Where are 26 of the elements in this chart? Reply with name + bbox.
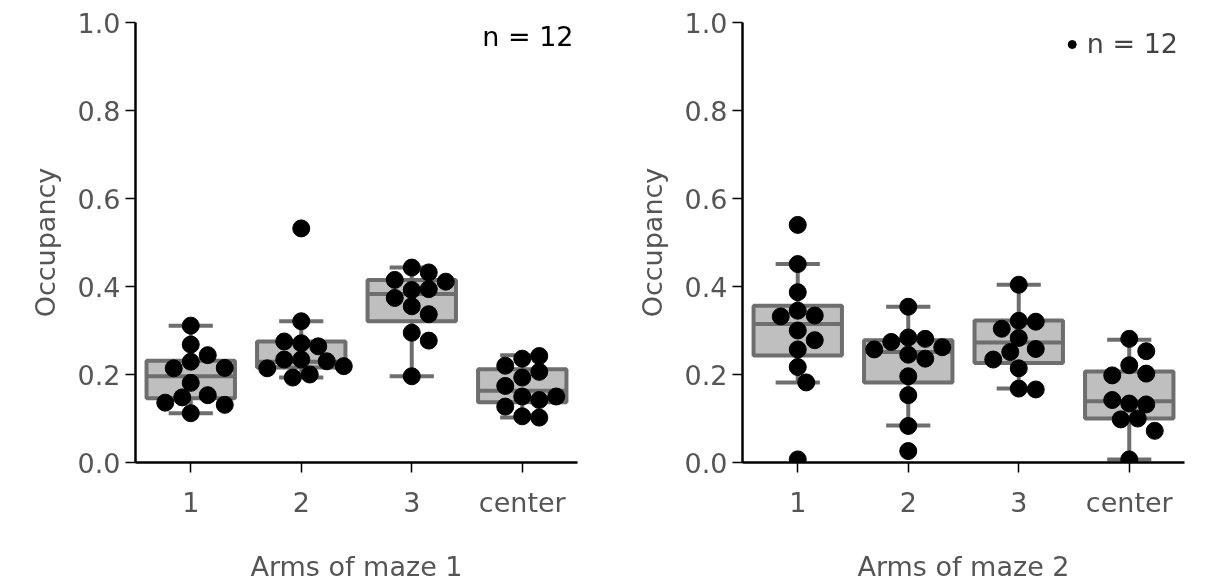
y-tick-label: 0.4 bbox=[77, 271, 121, 303]
y-tick-label: 0.2 bbox=[684, 359, 728, 391]
x-tick-label: 2 bbox=[899, 486, 917, 518]
y-tick-label: 1.0 bbox=[684, 7, 728, 39]
x-axis-title: Arms of maze 2 bbox=[857, 550, 1070, 582]
y-tick-label: 0.4 bbox=[684, 271, 728, 303]
y-axis-title: Occupancy bbox=[29, 167, 61, 318]
x-tick-label: 2 bbox=[292, 486, 310, 518]
y-axis-title: Occupancy bbox=[636, 167, 668, 318]
x-tick-label: center bbox=[478, 486, 567, 518]
x-axis-title: Arms of maze 1 bbox=[250, 550, 463, 582]
annotation: n = 12 bbox=[482, 20, 574, 52]
y-tick-label: 0.0 bbox=[684, 447, 728, 479]
y-tick-label: 0.0 bbox=[77, 447, 121, 479]
y-tick-label: 0.8 bbox=[684, 95, 728, 127]
y-tick-label: 0.6 bbox=[77, 183, 121, 215]
x-tick-label: 1 bbox=[182, 486, 200, 518]
y-tick-label: 0.8 bbox=[77, 95, 121, 127]
legend-label: n = 12 bbox=[1086, 28, 1178, 59]
x-tick-label: 1 bbox=[789, 486, 807, 518]
y-tick-label: 0.6 bbox=[684, 183, 728, 215]
x-tick-label: center bbox=[1085, 486, 1174, 518]
y-tick-label: 1.0 bbox=[77, 7, 121, 39]
y-tick-label: 0.2 bbox=[77, 359, 121, 391]
x-tick-label: 3 bbox=[1010, 486, 1028, 518]
x-tick-label: 3 bbox=[403, 486, 421, 518]
